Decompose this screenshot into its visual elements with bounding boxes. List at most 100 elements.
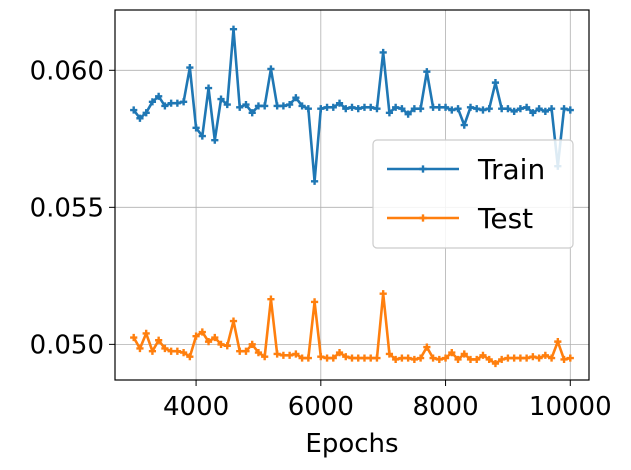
data-point-test — [523, 354, 531, 362]
data-point-test — [292, 350, 300, 358]
data-point-train — [417, 105, 425, 113]
data-point-train — [454, 105, 462, 113]
data-point-train — [566, 106, 574, 114]
ticks: 4000 6000 8000 10000 0.050 0.055 0.060 — [30, 56, 612, 422]
data-point-train — [273, 102, 281, 110]
data-point-train — [148, 98, 157, 106]
data-point-train — [211, 136, 219, 144]
data-point-test — [516, 354, 524, 362]
data-point-train — [236, 103, 244, 111]
data-point-test — [404, 354, 412, 362]
data-point-train — [348, 103, 356, 111]
data-point-test — [186, 353, 194, 361]
x-tick-label: 8000 — [412, 392, 478, 422]
data-point-train — [261, 102, 269, 110]
data-point-train — [329, 103, 337, 111]
data-point-test — [198, 328, 206, 336]
data-point-test — [410, 355, 418, 364]
data-point-test — [173, 347, 181, 355]
legend-item-test: Test — [387, 202, 533, 235]
data-point-train — [155, 92, 163, 100]
data-point-train — [535, 105, 543, 113]
data-point-test — [504, 354, 512, 362]
data-point-test — [261, 353, 269, 361]
data-point-test — [236, 347, 244, 355]
legend-label-train: Train — [477, 153, 545, 186]
data-point-train — [167, 99, 175, 107]
data-point-test — [423, 343, 431, 351]
data-point-train — [504, 105, 512, 113]
data-point-test — [392, 355, 400, 364]
data-point-test — [329, 354, 337, 362]
data-point-test — [379, 290, 387, 298]
data-point-test — [229, 317, 238, 325]
data-point-test — [485, 355, 493, 364]
data-point-train — [460, 121, 468, 129]
data-point-train — [491, 79, 500, 87]
data-point-test — [254, 348, 263, 357]
data-point-train — [279, 102, 287, 110]
data-point-train — [286, 100, 294, 109]
data-point-train — [204, 84, 213, 92]
data-point-test — [529, 353, 537, 361]
data-point-test — [498, 355, 506, 364]
data-point-test — [479, 351, 487, 359]
data-point-test — [441, 354, 450, 362]
y-tick-label: 0.050 — [30, 330, 104, 360]
y-tick-label: 0.060 — [30, 56, 104, 86]
x-axis-label: Epochs — [305, 429, 398, 459]
data-point-train — [142, 109, 150, 117]
data-point-test — [554, 338, 562, 346]
data-point-train — [448, 106, 456, 114]
data-point-train — [373, 105, 381, 113]
x-tick-label: 6000 — [288, 392, 354, 422]
data-point-test — [460, 350, 468, 358]
data-point-train — [335, 99, 344, 107]
data-point-test — [180, 348, 188, 357]
data-point-test — [342, 353, 350, 361]
data-point-test — [204, 338, 213, 346]
data-point-test — [279, 351, 287, 359]
data-point-test — [360, 354, 369, 362]
data-point-test — [566, 354, 574, 362]
data-point-train — [529, 109, 537, 117]
data-point-train — [342, 105, 350, 113]
data-point-test — [155, 336, 163, 344]
data-point-test — [510, 354, 518, 362]
data-point-train — [435, 103, 443, 111]
data-point-test — [373, 354, 381, 362]
data-point-train — [547, 105, 556, 113]
data-point-train — [223, 100, 231, 109]
data-point-train — [198, 132, 206, 140]
data-point-test — [273, 350, 281, 358]
data-point-test — [310, 298, 319, 306]
data-point-train — [516, 105, 524, 113]
data-point-train — [479, 106, 487, 114]
data-point-test — [541, 351, 549, 359]
data-point-train — [242, 100, 250, 109]
data-point-train — [310, 177, 319, 185]
data-point-test — [473, 355, 481, 364]
data-point-train — [304, 105, 312, 113]
data-point-test — [130, 333, 138, 342]
legend-item-train: Train — [387, 153, 545, 186]
data-point-test — [535, 354, 543, 362]
data-point-test — [211, 333, 219, 342]
data-point-test — [161, 344, 169, 353]
legend-label-test: Test — [477, 202, 533, 235]
data-point-train — [323, 103, 331, 111]
data-point-test — [167, 347, 175, 355]
x-tick-label: 4000 — [163, 392, 229, 422]
data-point-test — [547, 354, 556, 362]
data-point-train — [298, 102, 306, 110]
data-point-train — [429, 103, 437, 111]
data-point-train — [379, 48, 387, 57]
data-point-train — [410, 105, 418, 113]
data-point-test — [248, 340, 256, 348]
data-point-test — [304, 354, 312, 362]
data-point-test — [323, 354, 331, 362]
data-point-train — [485, 105, 493, 113]
data-point-test — [367, 354, 375, 362]
data-point-train — [317, 105, 325, 113]
legend-marker-train — [419, 165, 427, 173]
